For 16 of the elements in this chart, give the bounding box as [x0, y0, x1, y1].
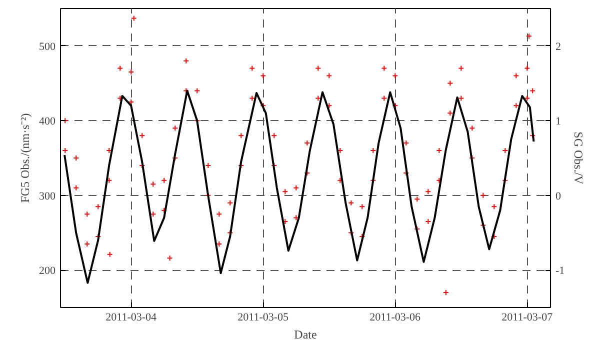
- y2-axis-title: SG Obs./V: [572, 132, 586, 185]
- y2-tick-label: 0: [556, 190, 562, 202]
- line-series: [64, 90, 535, 284]
- y-tick-label: 300: [39, 190, 56, 202]
- x-tick-label: 2011-03-05: [238, 312, 290, 324]
- x-tick-label: 2011-03-07: [502, 312, 554, 324]
- x-tick-label: 2011-03-06: [370, 312, 422, 324]
- y-axis-title: FG5 Obs./(nm·s⁻²): [18, 113, 32, 203]
- x-tick-label: 2011-03-04: [106, 312, 158, 324]
- x-axis-title: Date: [294, 328, 317, 342]
- y2-tick-label: 2: [556, 40, 561, 53]
- y-tick-label: 200: [39, 265, 56, 278]
- y2-tick-label: 1: [556, 116, 561, 128]
- y2-tick-label: -1: [556, 265, 565, 278]
- y-tick-label: 400: [39, 116, 56, 128]
- y-tick-label: 500: [39, 40, 56, 53]
